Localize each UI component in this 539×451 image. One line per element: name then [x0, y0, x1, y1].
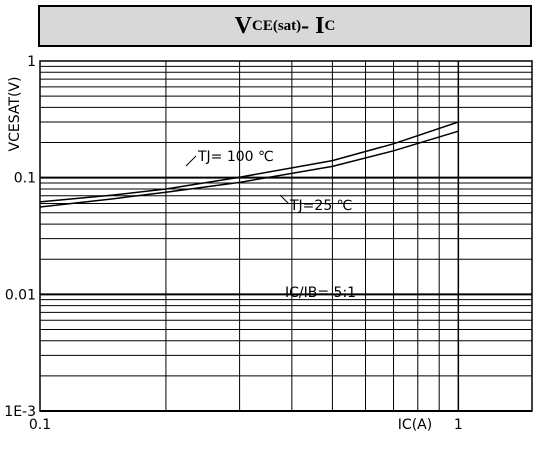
grid [40, 61, 532, 411]
y-tick-label: 0.1 [14, 171, 36, 187]
annotation-tj25: TJ=25 ℃ [289, 198, 352, 214]
x-tick-label: 1 [454, 417, 463, 433]
annotation-leader [186, 156, 196, 166]
annotation-tj100: TJ= 100 ℃ [197, 149, 274, 165]
y-tick-label: 1 [27, 54, 36, 70]
x-tick-label: 0.1 [29, 417, 51, 433]
x-axis-label: IC(A) [398, 417, 432, 433]
annotation-icib: IC/IB= 5:1 [285, 285, 356, 301]
annotation-leader [280, 195, 289, 204]
y-axis-label: VCESAT(V) [7, 77, 23, 152]
y-tick-label: 0.01 [5, 287, 36, 303]
